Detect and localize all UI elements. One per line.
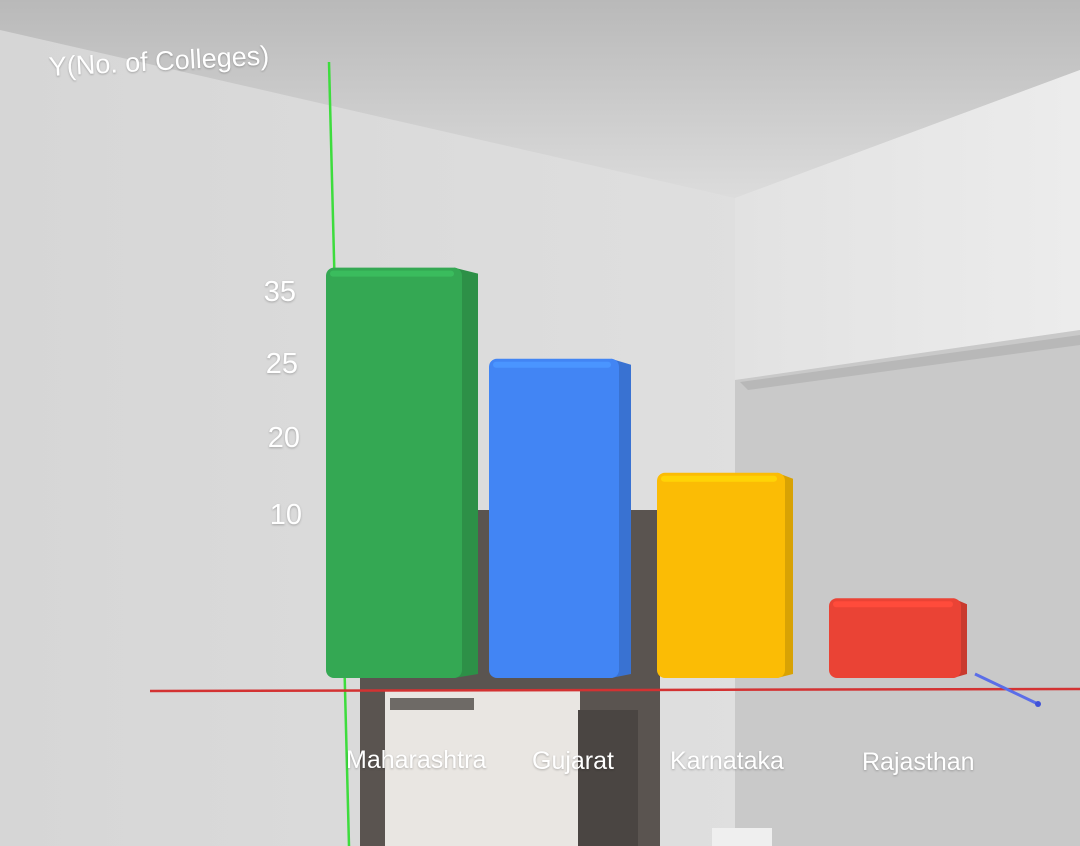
bar-gujarat xyxy=(489,358,631,678)
bar-top-highlight xyxy=(493,361,611,368)
bars-group xyxy=(326,267,967,678)
bar-front-face xyxy=(489,358,619,678)
y-tick-label: 35 xyxy=(263,276,296,308)
x-tick-label: Karnataka xyxy=(670,747,784,775)
bar-top-highlight xyxy=(661,475,777,482)
bar-front-face xyxy=(657,472,785,678)
bar-rajasthan xyxy=(829,598,967,678)
x-axis-line xyxy=(149,687,1080,693)
bar-front-face xyxy=(326,267,462,678)
y-tick-label: 10 xyxy=(269,499,302,531)
y-tick-label: 20 xyxy=(267,422,300,454)
y-tick-label: 25 xyxy=(265,348,298,380)
x-tick-label: Maharashtra xyxy=(346,746,487,774)
z-axis-end xyxy=(1035,701,1041,707)
z-axis-line xyxy=(974,672,1039,706)
x-tick-label: Gujarat xyxy=(532,747,614,775)
bar-top-highlight xyxy=(833,601,953,608)
bar-karnataka xyxy=(657,472,793,678)
bar-maharashtra xyxy=(326,267,478,678)
bar-top-highlight xyxy=(330,270,454,277)
bar-front-face xyxy=(829,598,961,678)
x-tick-label: Rajasthan xyxy=(862,748,975,776)
